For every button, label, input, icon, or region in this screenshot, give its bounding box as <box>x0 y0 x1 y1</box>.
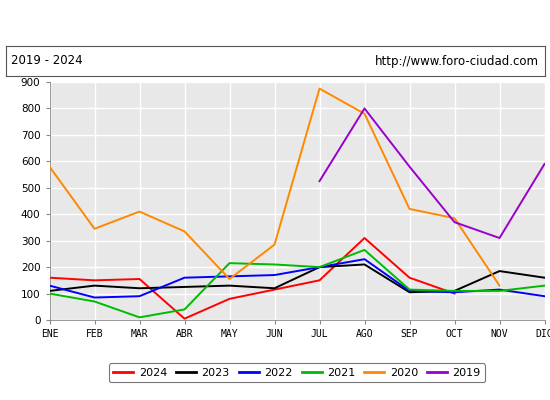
Text: 2019 - 2024: 2019 - 2024 <box>11 54 82 68</box>
Text: Evolucion Nº Turistas Nacionales en el municipio de Puebla del Maestre: Evolucion Nº Turistas Nacionales en el m… <box>16 16 534 30</box>
Legend: 2024, 2023, 2022, 2021, 2020, 2019: 2024, 2023, 2022, 2021, 2020, 2019 <box>109 363 485 382</box>
Text: http://www.foro-ciudad.com: http://www.foro-ciudad.com <box>375 54 539 68</box>
